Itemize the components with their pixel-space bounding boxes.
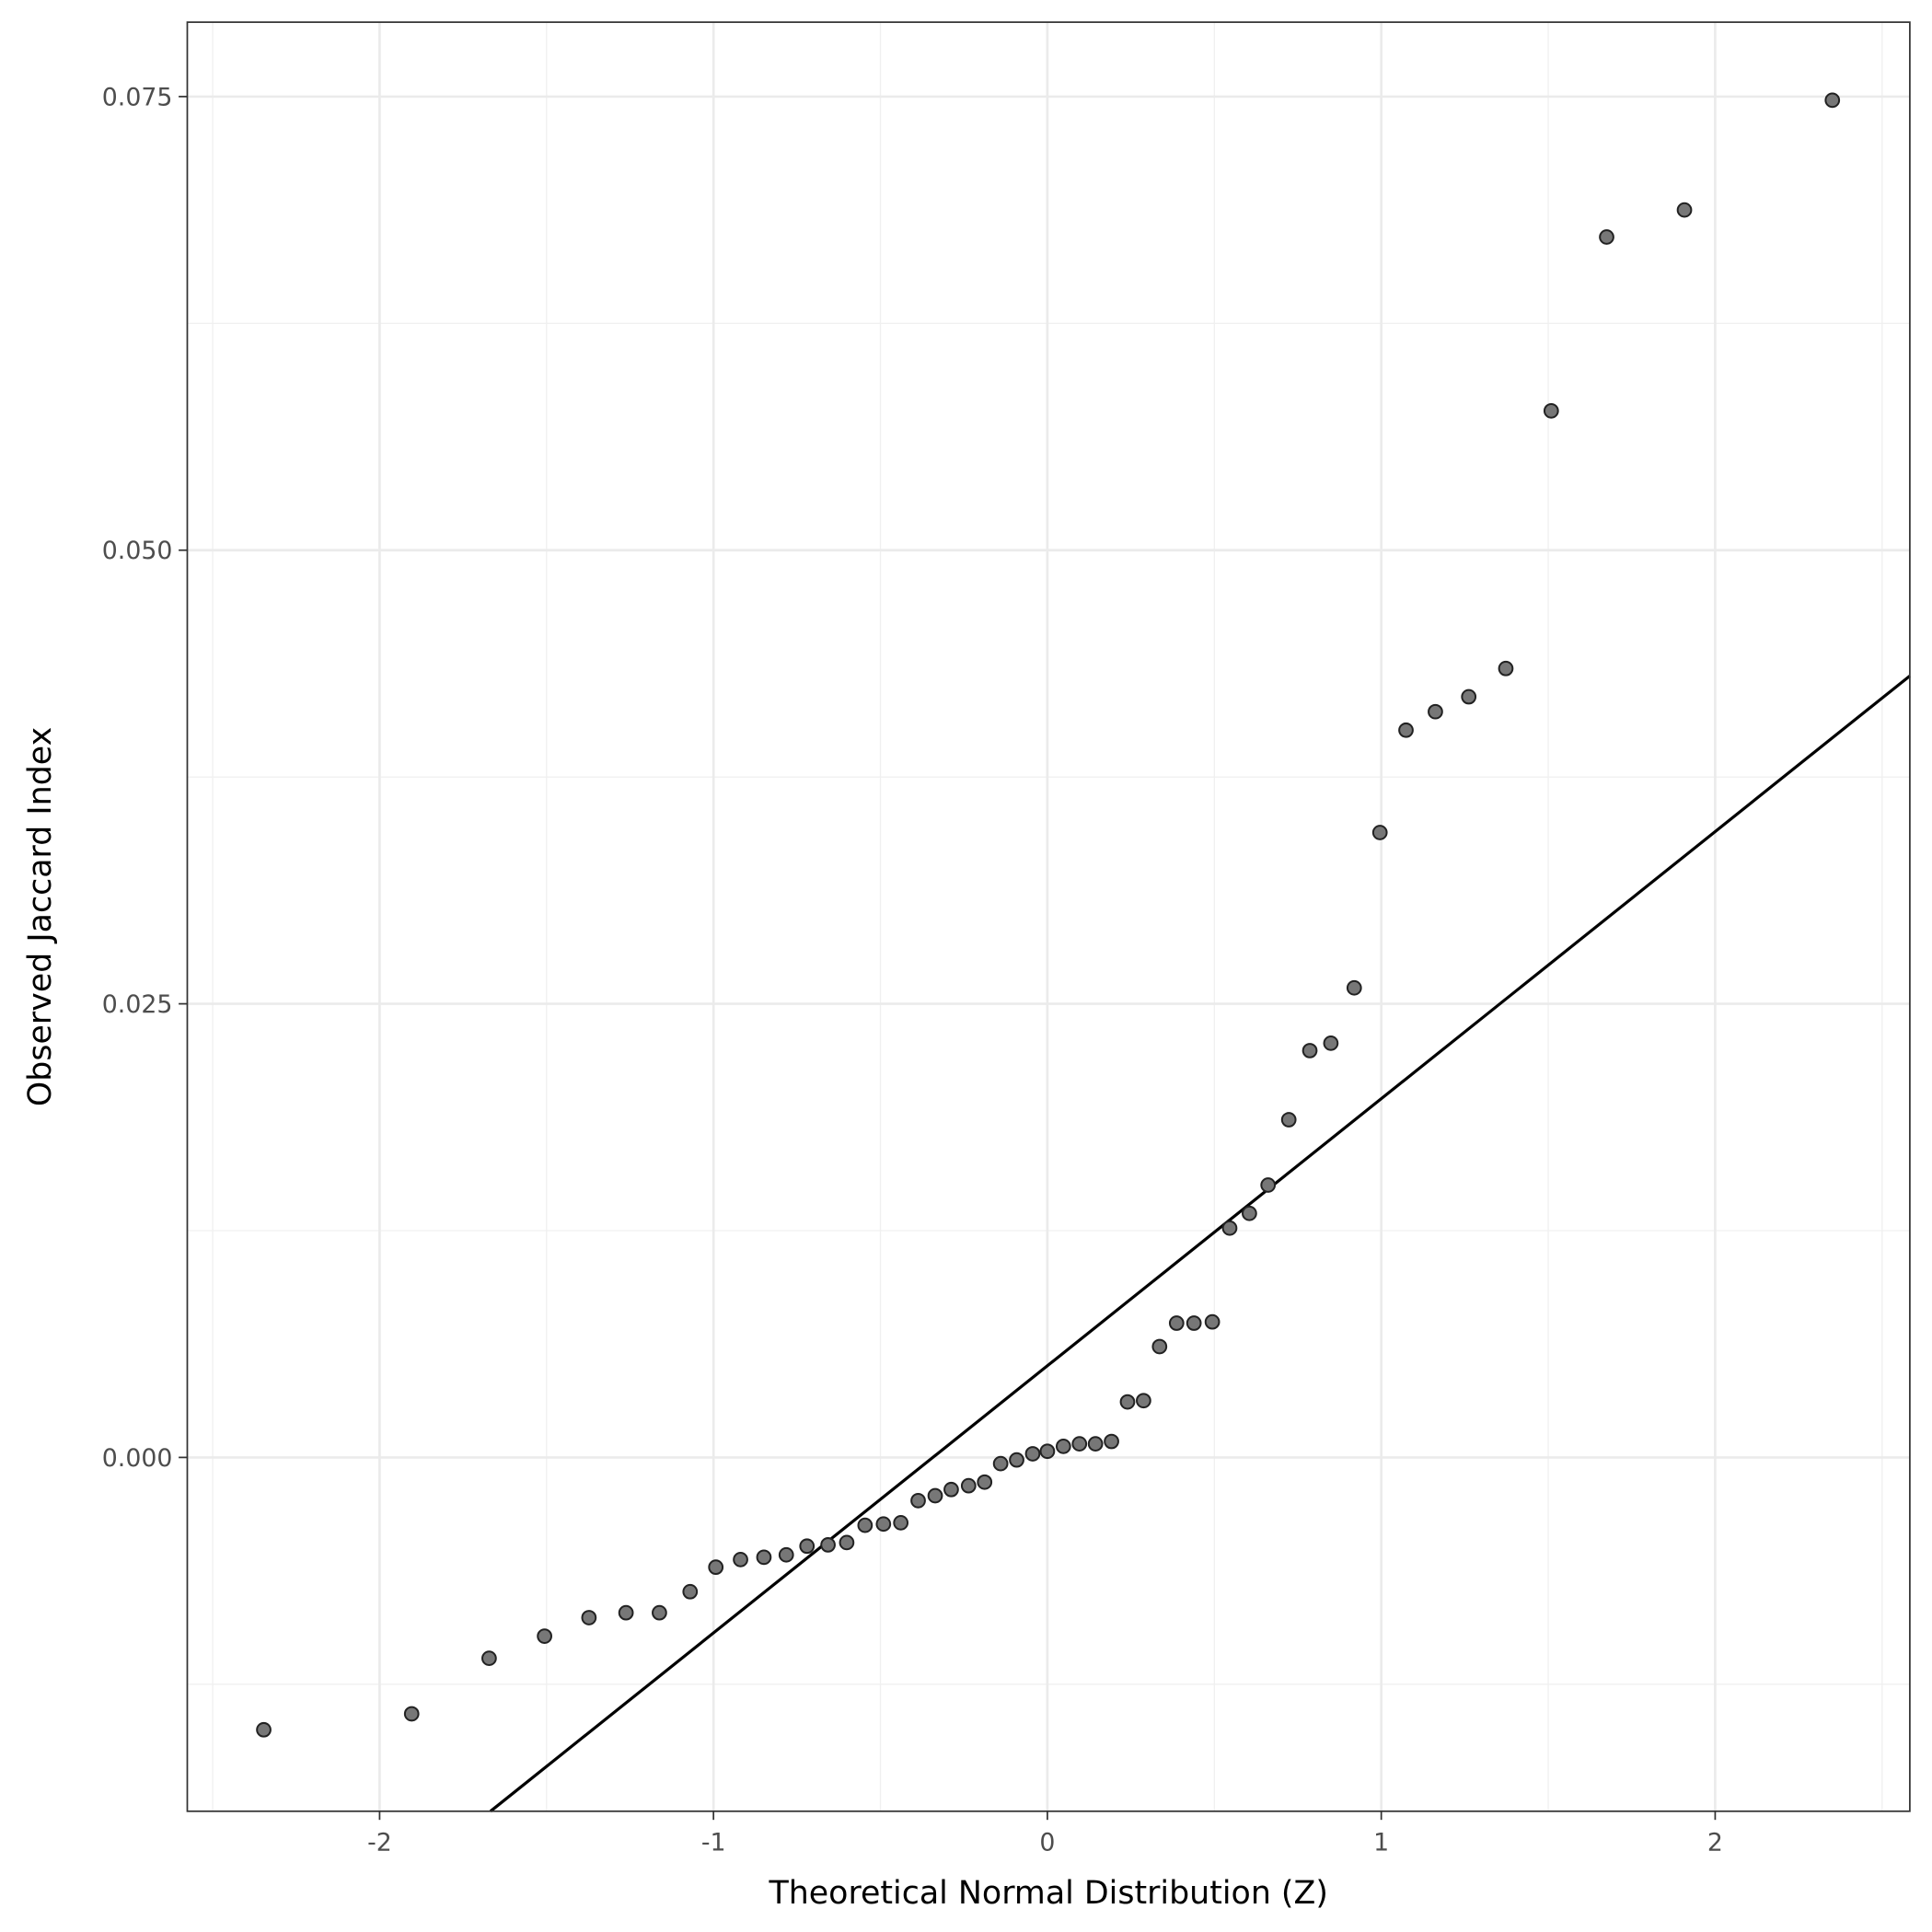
data-point <box>537 1628 552 1644</box>
data-point <box>1151 1338 1168 1355</box>
data-point <box>1498 660 1514 677</box>
data-point <box>1136 1393 1151 1409</box>
data-point <box>857 1517 873 1533</box>
data-point <box>756 1549 772 1566</box>
x-axis-title: Theoretical Normal Distribution (Z) <box>768 1875 1327 1912</box>
data-point <box>481 1650 497 1666</box>
x-tick-label: 0 <box>1039 1829 1055 1857</box>
points <box>256 92 1841 1738</box>
data-point <box>799 1538 816 1555</box>
data-point <box>1346 979 1362 996</box>
y-tick-label: 0.050 <box>102 537 173 565</box>
data-point <box>1009 1452 1024 1468</box>
data-point <box>1260 1177 1277 1193</box>
data-point <box>618 1604 634 1621</box>
data-point <box>1599 229 1614 245</box>
data-point <box>820 1537 836 1553</box>
data-point <box>1087 1436 1104 1452</box>
data-point <box>977 1474 993 1490</box>
data-point <box>992 1455 1009 1472</box>
data-point <box>1039 1443 1056 1460</box>
data-point <box>960 1477 977 1494</box>
data-point <box>682 1583 699 1600</box>
data-point <box>1461 688 1477 705</box>
plot-panel-border <box>186 21 1911 1812</box>
data-point <box>1186 1315 1202 1331</box>
data-point <box>1301 1043 1318 1059</box>
data-point <box>581 1610 597 1625</box>
data-point <box>652 1604 667 1621</box>
data-point <box>733 1552 748 1568</box>
data-point <box>1428 703 1443 720</box>
data-point <box>893 1515 909 1531</box>
data-point <box>1323 1035 1339 1051</box>
data-point <box>1371 825 1388 840</box>
y-tick-label: 0.000 <box>102 1444 173 1473</box>
data-point <box>1071 1436 1088 1452</box>
data-point <box>1104 1433 1119 1450</box>
data-point <box>1242 1205 1257 1221</box>
data-point <box>927 1487 943 1504</box>
reference-line <box>489 675 1911 1813</box>
y-tick-label: 0.075 <box>102 83 173 111</box>
reference-line-group <box>489 675 1911 1813</box>
data-point <box>1168 1315 1185 1331</box>
data-point <box>1676 202 1693 218</box>
y-tick-label: 0.025 <box>102 990 173 1019</box>
data-point <box>1280 1112 1297 1128</box>
data-point <box>943 1481 959 1498</box>
data-point <box>403 1706 420 1722</box>
data-point <box>875 1516 892 1533</box>
x-tick-label: -1 <box>701 1829 726 1857</box>
data-point <box>910 1492 926 1509</box>
x-tick-label: 1 <box>1373 1829 1389 1857</box>
grid <box>187 22 1910 1811</box>
data-point <box>1055 1439 1071 1454</box>
y-axis-title: Observed Jaccard Index <box>22 727 59 1106</box>
x-tick-label: -2 <box>367 1829 392 1857</box>
data-point <box>1221 1220 1238 1236</box>
data-point <box>1119 1394 1136 1410</box>
data-point <box>256 1721 272 1738</box>
data-point <box>1398 722 1414 738</box>
data-point <box>1824 92 1841 109</box>
data-point <box>778 1546 794 1563</box>
data-point <box>1024 1446 1041 1462</box>
data-point <box>1204 1313 1221 1330</box>
axis-ticks: -2 -1 0 1 2 0.000 0.025 0.050 0.075 <box>102 83 1723 1857</box>
data-point <box>839 1534 855 1551</box>
x-tick-label: 2 <box>1707 1829 1723 1857</box>
data-point <box>708 1559 724 1576</box>
data-point <box>1543 402 1559 419</box>
